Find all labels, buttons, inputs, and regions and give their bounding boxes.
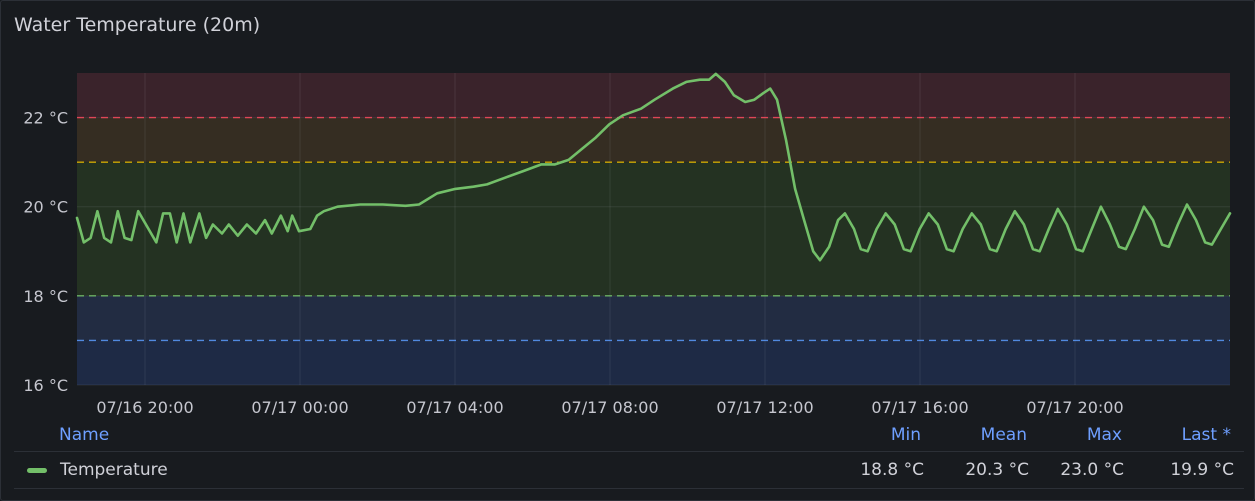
series-color-swatch[interactable] [27, 468, 47, 473]
threshold-band-3 [77, 117, 1230, 163]
legend-header-name[interactable]: Name [59, 425, 110, 445]
x-tick-label: 07/17 08:00 [561, 398, 658, 417]
x-tick-label: 07/17 12:00 [716, 398, 813, 417]
line-chart[interactable]: 16 °C 18 °C 20 °C 22 °C 07/16 20:00 07/17 00:… [1, 1, 1254, 421]
x-tick-label: 07/16 20:00 [96, 398, 193, 417]
threshold-band-4 [77, 73, 1230, 118]
panel-title[interactable]: Water Temperature (20m) [14, 14, 261, 36]
legend-row-temperature[interactable]: Temperature 18.8 °C 20.3 °C 23.0 °C 19.9… [14, 451, 1244, 489]
x-tick-label: 07/17 00:00 [251, 398, 348, 417]
legend-series-name[interactable]: Temperature [60, 460, 168, 480]
legend-header-max[interactable]: Max [1086, 425, 1122, 445]
legend-value-min: 18.8 °C [860, 460, 924, 480]
legend-value-mean: 20.3 °C [965, 460, 1029, 480]
x-tick-label: 07/17 16:00 [871, 398, 968, 417]
legend-header-min[interactable]: Min [890, 425, 921, 445]
threshold-band-1 [77, 295, 1230, 341]
legend-header-last[interactable]: Last * [1181, 425, 1231, 445]
legend-table: Name Min Mean Max Last * Temperature 18.… [1, 421, 1254, 489]
y-tick-label: 16 °C [23, 376, 68, 395]
y-tick-label: 18 °C [23, 287, 68, 306]
threshold-band-0 [77, 340, 1230, 385]
series-line-temperature [75, 72, 1232, 262]
y-tick-label: 20 °C [23, 198, 68, 217]
y-tick-label: 22 °C [23, 109, 68, 128]
legend-value-last: 19.9 °C [1170, 460, 1234, 480]
x-tick-label: 07/17 20:00 [1026, 398, 1123, 417]
legend-header: Name Min Mean Max Last * [1, 421, 1254, 451]
legend-value-max: 23.0 °C [1060, 460, 1124, 480]
legend-header-mean[interactable]: Mean [980, 425, 1027, 445]
x-tick-label: 07/17 04:00 [406, 398, 503, 417]
